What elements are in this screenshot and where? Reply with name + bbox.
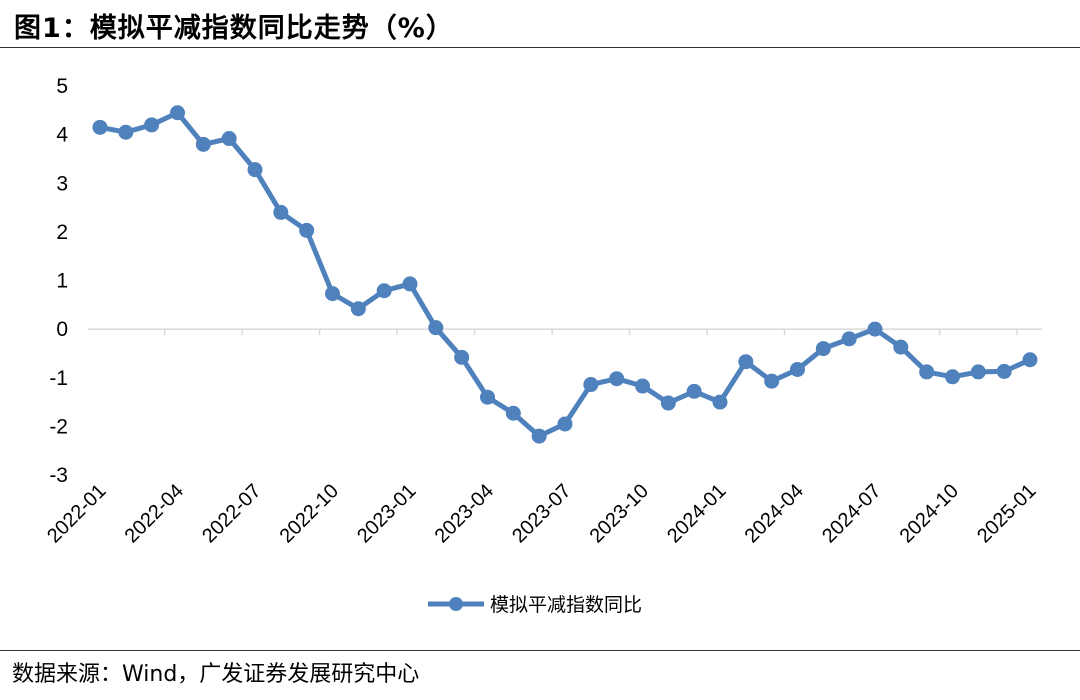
data-point xyxy=(919,364,935,380)
data-point xyxy=(428,320,444,336)
y-tick-label: 1 xyxy=(56,270,68,293)
x-tick-label: 2022-07 xyxy=(198,480,265,547)
data-point xyxy=(402,276,418,292)
x-tick-label: 2024-07 xyxy=(818,480,885,547)
x-tick-label: 2022-10 xyxy=(276,480,343,547)
x-tick-label: 2022-04 xyxy=(121,480,188,547)
data-point xyxy=(376,283,392,299)
data-point xyxy=(1022,352,1038,368)
x-tick-label: 2023-01 xyxy=(353,480,420,547)
y-axis-ticks: 5 4 3 2 1 0 -1 -2 -3 xyxy=(49,75,68,487)
data-point xyxy=(247,162,263,178)
y-tick-label: 2 xyxy=(56,221,68,244)
data-point xyxy=(454,349,470,365)
x-tick-label: 2023-07 xyxy=(508,480,575,547)
data-point xyxy=(867,321,883,337)
data-point xyxy=(170,105,185,121)
legend-marker-swatch xyxy=(449,597,463,611)
x-tick-label: 2023-10 xyxy=(586,480,653,547)
data-point xyxy=(583,377,599,393)
data-point xyxy=(945,369,960,385)
data-point xyxy=(712,394,728,410)
data-point xyxy=(841,331,857,347)
title-divider xyxy=(0,47,1080,48)
series-points xyxy=(92,105,1038,444)
data-point xyxy=(325,286,340,302)
data-point xyxy=(144,117,160,133)
x-axis-tickmarks xyxy=(163,329,1018,336)
data-point xyxy=(557,416,573,432)
y-tick-label: -3 xyxy=(49,464,68,487)
x-tick-label: 2024-01 xyxy=(663,480,730,547)
y-tick-label: 3 xyxy=(56,172,68,195)
data-point xyxy=(350,301,366,317)
y-tick-label: 0 xyxy=(56,318,68,341)
data-point xyxy=(118,124,134,140)
data-point xyxy=(531,428,547,444)
chart-title: 图1：模拟平减指数同比走势（%） xyxy=(14,13,454,44)
y-tick-label: 5 xyxy=(56,75,68,98)
source-note: 数据来源：Wind，广发证券发展研究中心 xyxy=(12,662,420,687)
data-point xyxy=(609,371,625,387)
data-point xyxy=(686,383,702,399)
data-point xyxy=(480,389,495,405)
data-point xyxy=(815,341,831,357)
data-point xyxy=(505,405,521,421)
x-tick-label: 2024-10 xyxy=(896,480,963,547)
data-point xyxy=(195,136,211,152)
line-chart: 5 4 3 2 1 0 -1 -2 -3 2022-01 2022-04 2022-07 2022-1… xyxy=(43,75,1042,616)
legend: 模拟平减指数同比 xyxy=(428,594,642,616)
legend-label: 模拟平减指数同比 xyxy=(490,594,642,616)
x-tick-label: 2025-01 xyxy=(973,480,1040,547)
data-point xyxy=(790,361,805,377)
series-line xyxy=(97,110,1033,439)
data-point xyxy=(635,378,650,394)
data-point xyxy=(660,395,676,411)
y-tick-label: 4 xyxy=(56,124,68,147)
data-point xyxy=(92,119,108,135)
data-point xyxy=(299,222,315,238)
y-tick-label: -1 xyxy=(49,367,68,390)
data-point xyxy=(996,363,1012,379)
footer-divider xyxy=(0,650,1080,651)
data-point xyxy=(221,131,237,147)
data-point xyxy=(893,339,909,355)
x-tick-label: 2024-04 xyxy=(741,480,808,547)
x-tick-label: 2023-04 xyxy=(431,480,498,547)
data-point xyxy=(273,204,289,220)
x-axis-labels: 2022-01 2022-04 2022-07 2022-10 2023-01 2023-… xyxy=(43,480,1040,547)
data-point xyxy=(970,364,986,380)
data-point xyxy=(738,354,754,370)
y-tick-label: -2 xyxy=(49,415,68,438)
data-point xyxy=(764,373,780,389)
x-tick-label: 2022-01 xyxy=(43,480,110,547)
